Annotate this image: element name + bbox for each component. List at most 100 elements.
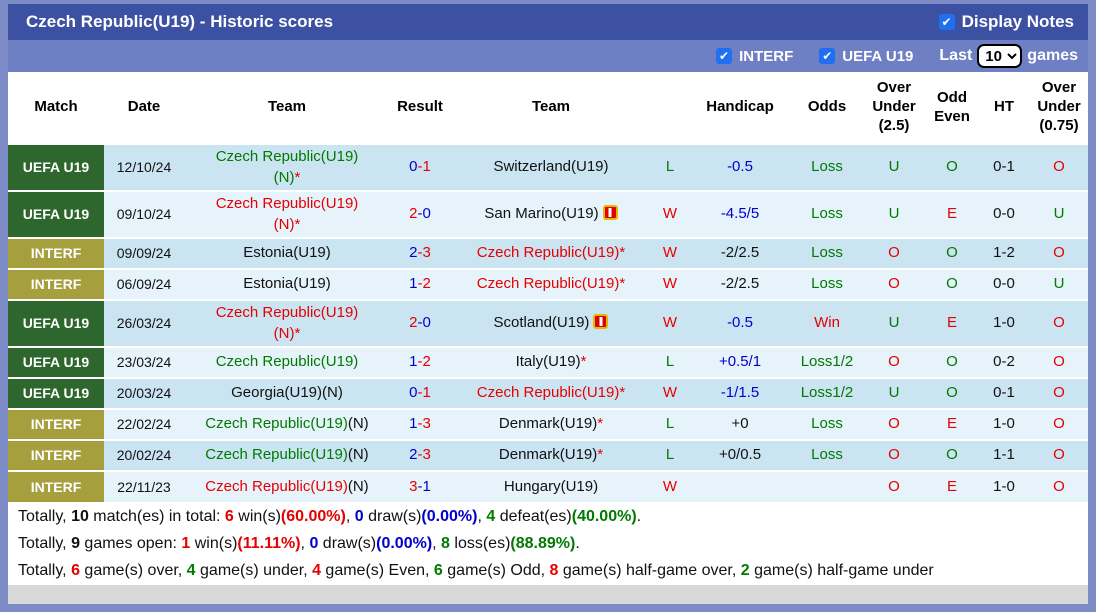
over-under-075-cell: O: [1030, 299, 1088, 347]
text-segment: O: [946, 446, 958, 464]
away-team-cell: Scotland(U19): [450, 299, 652, 347]
summary-segment: win(s): [233, 508, 281, 525]
col-header-away: Team: [450, 72, 652, 144]
col-header-league: Match: [8, 72, 104, 144]
ht-cell: 1-0: [978, 408, 1030, 440]
team-name-segment: Estonia(U19): [243, 275, 331, 293]
team-name-segment: Czech Republic(U19): [205, 415, 348, 433]
display-notes-toggle[interactable]: ✔ Display Notes: [938, 12, 1074, 32]
summary-segment: ,: [477, 508, 487, 525]
ht-cell: 0-0: [978, 190, 1030, 238]
date-cell: 26/03/24: [104, 299, 184, 347]
away-team-cell: Hungary(U19): [450, 470, 652, 502]
home-score: 2: [409, 314, 418, 332]
home-score: 3: [409, 477, 418, 495]
result-cell: 1-2: [390, 268, 450, 300]
wl-cell: W: [652, 299, 688, 347]
display-notes-checkbox[interactable]: ✔: [938, 14, 955, 30]
summary-segment: 0: [309, 535, 319, 552]
col-header-date: Date: [104, 72, 184, 144]
away-score: -2: [417, 275, 431, 293]
uefa-filter-toggle[interactable]: ✔ UEFA U19: [819, 48, 913, 65]
home-team-cell: Czech Republic(U19)(N): [184, 470, 390, 502]
summary-segment: game(s) under,: [195, 562, 313, 579]
away-score: -3: [417, 446, 431, 464]
team-name-segment: Czech Republic(U19): [476, 244, 620, 262]
text-segment: Loss: [811, 275, 843, 293]
team-name-segment: Estonia(U19): [243, 244, 331, 262]
last-games-group: Last 10 games: [939, 44, 1078, 68]
text-segment: E: [946, 477, 957, 495]
text-segment: W: [662, 205, 678, 223]
uefa-checkbox[interactable]: ✔: [819, 48, 836, 64]
summary-segment: loss(es): [449, 535, 511, 552]
ht-cell: 0-1: [978, 143, 1030, 191]
team-name-segment: *: [619, 384, 626, 402]
handicap-cell: -4.5/5: [688, 190, 792, 238]
col-header-ou25: Over Under (2.5): [862, 72, 926, 144]
date-cell: 09/10/24: [104, 190, 184, 238]
summary-segment: game(s) over,: [79, 562, 187, 579]
odds-cell: Loss: [792, 268, 862, 300]
handicap-cell: -0.5: [688, 143, 792, 191]
ht-cell: 1-2: [978, 237, 1030, 269]
table-header: Match Date Team Result Team Handicap Odds Over …: [8, 72, 1088, 144]
summary-segment: game(s) half-game under: [749, 562, 934, 579]
match-row: UEFA U19 09/10/24 Czech Republic(U19) (N)* 2…: [8, 190, 1088, 238]
league-cell: UEFA U19: [8, 299, 104, 347]
interf-filter-toggle[interactable]: ✔ INTERF: [716, 48, 793, 65]
summary-segment: defeat(es): [495, 508, 572, 525]
odd-even-cell: O: [926, 268, 978, 300]
date-cell: 22/02/24: [104, 408, 184, 440]
team-name-segment: Czech Republic(U19): [205, 477, 348, 495]
text-segment: -2/2.5: [720, 275, 760, 293]
odds-cell: Win: [792, 299, 862, 347]
text-segment: Loss1/2: [800, 384, 854, 402]
away-score: -0: [417, 314, 431, 332]
summary-line: Totally, 6 game(s) over, 4 game(s) under…: [8, 558, 1088, 585]
home-team-cell: Czech Republic(U19)(N): [184, 408, 390, 440]
col-header-result: Result: [390, 72, 450, 144]
text-segment: O: [888, 446, 900, 464]
ht-cell: 1-0: [978, 299, 1030, 347]
league-cell: UEFA U19: [8, 190, 104, 238]
last-games-select[interactable]: 10: [977, 44, 1023, 68]
summary-segment: 2: [740, 562, 750, 579]
text-segment: L: [665, 158, 675, 176]
match-row: INTERF 22/11/23 Czech Republic(U19)(N) 3-1 H…: [8, 470, 1088, 502]
summary-segment: Totally,: [18, 535, 72, 552]
team-name-segment: Czech Republic(U19): [476, 384, 620, 402]
team-name-segment: (N): [273, 215, 295, 233]
over-under-075-cell: O: [1030, 143, 1088, 191]
home-score: 2: [409, 446, 418, 464]
over-under-075-cell: O: [1030, 470, 1088, 502]
team-name-segment: *: [597, 446, 604, 464]
ht-cell: 0-1: [978, 377, 1030, 409]
page-title: Czech Republic(U19) - Historic scores: [26, 12, 334, 31]
text-segment: Loss: [811, 205, 843, 223]
wl-cell: W: [652, 377, 688, 409]
home-team-cell: Czech Republic(U19)(N): [184, 439, 390, 471]
text-segment: O: [1053, 446, 1065, 464]
text-segment: O: [888, 415, 900, 433]
text-segment: -2/2.5: [720, 244, 760, 262]
wl-cell: W: [652, 237, 688, 269]
wl-cell: L: [652, 346, 688, 378]
result-cell: 2-3: [390, 439, 450, 471]
league-cell: UEFA U19: [8, 377, 104, 409]
match-row: INTERF 06/09/24 Estonia(U19) 1-2 Czech Repub…: [8, 268, 1088, 300]
text-segment: W: [662, 244, 678, 262]
text-segment: U: [1053, 205, 1065, 223]
text-segment: O: [946, 244, 958, 262]
odds-cell: Loss: [792, 190, 862, 238]
handicap-cell: -2/2.5: [688, 237, 792, 269]
text-segment: U: [1053, 275, 1065, 293]
interf-checkbox[interactable]: ✔: [716, 48, 733, 64]
over-under-25-cell: U: [862, 190, 926, 238]
interf-label: INTERF: [739, 47, 794, 65]
summary-segment: game(s) half-game over,: [558, 562, 741, 579]
summary-segment: (60.00%): [280, 508, 346, 525]
over-under-25-cell: O: [862, 439, 926, 471]
ht-cell: 1-0: [978, 470, 1030, 502]
